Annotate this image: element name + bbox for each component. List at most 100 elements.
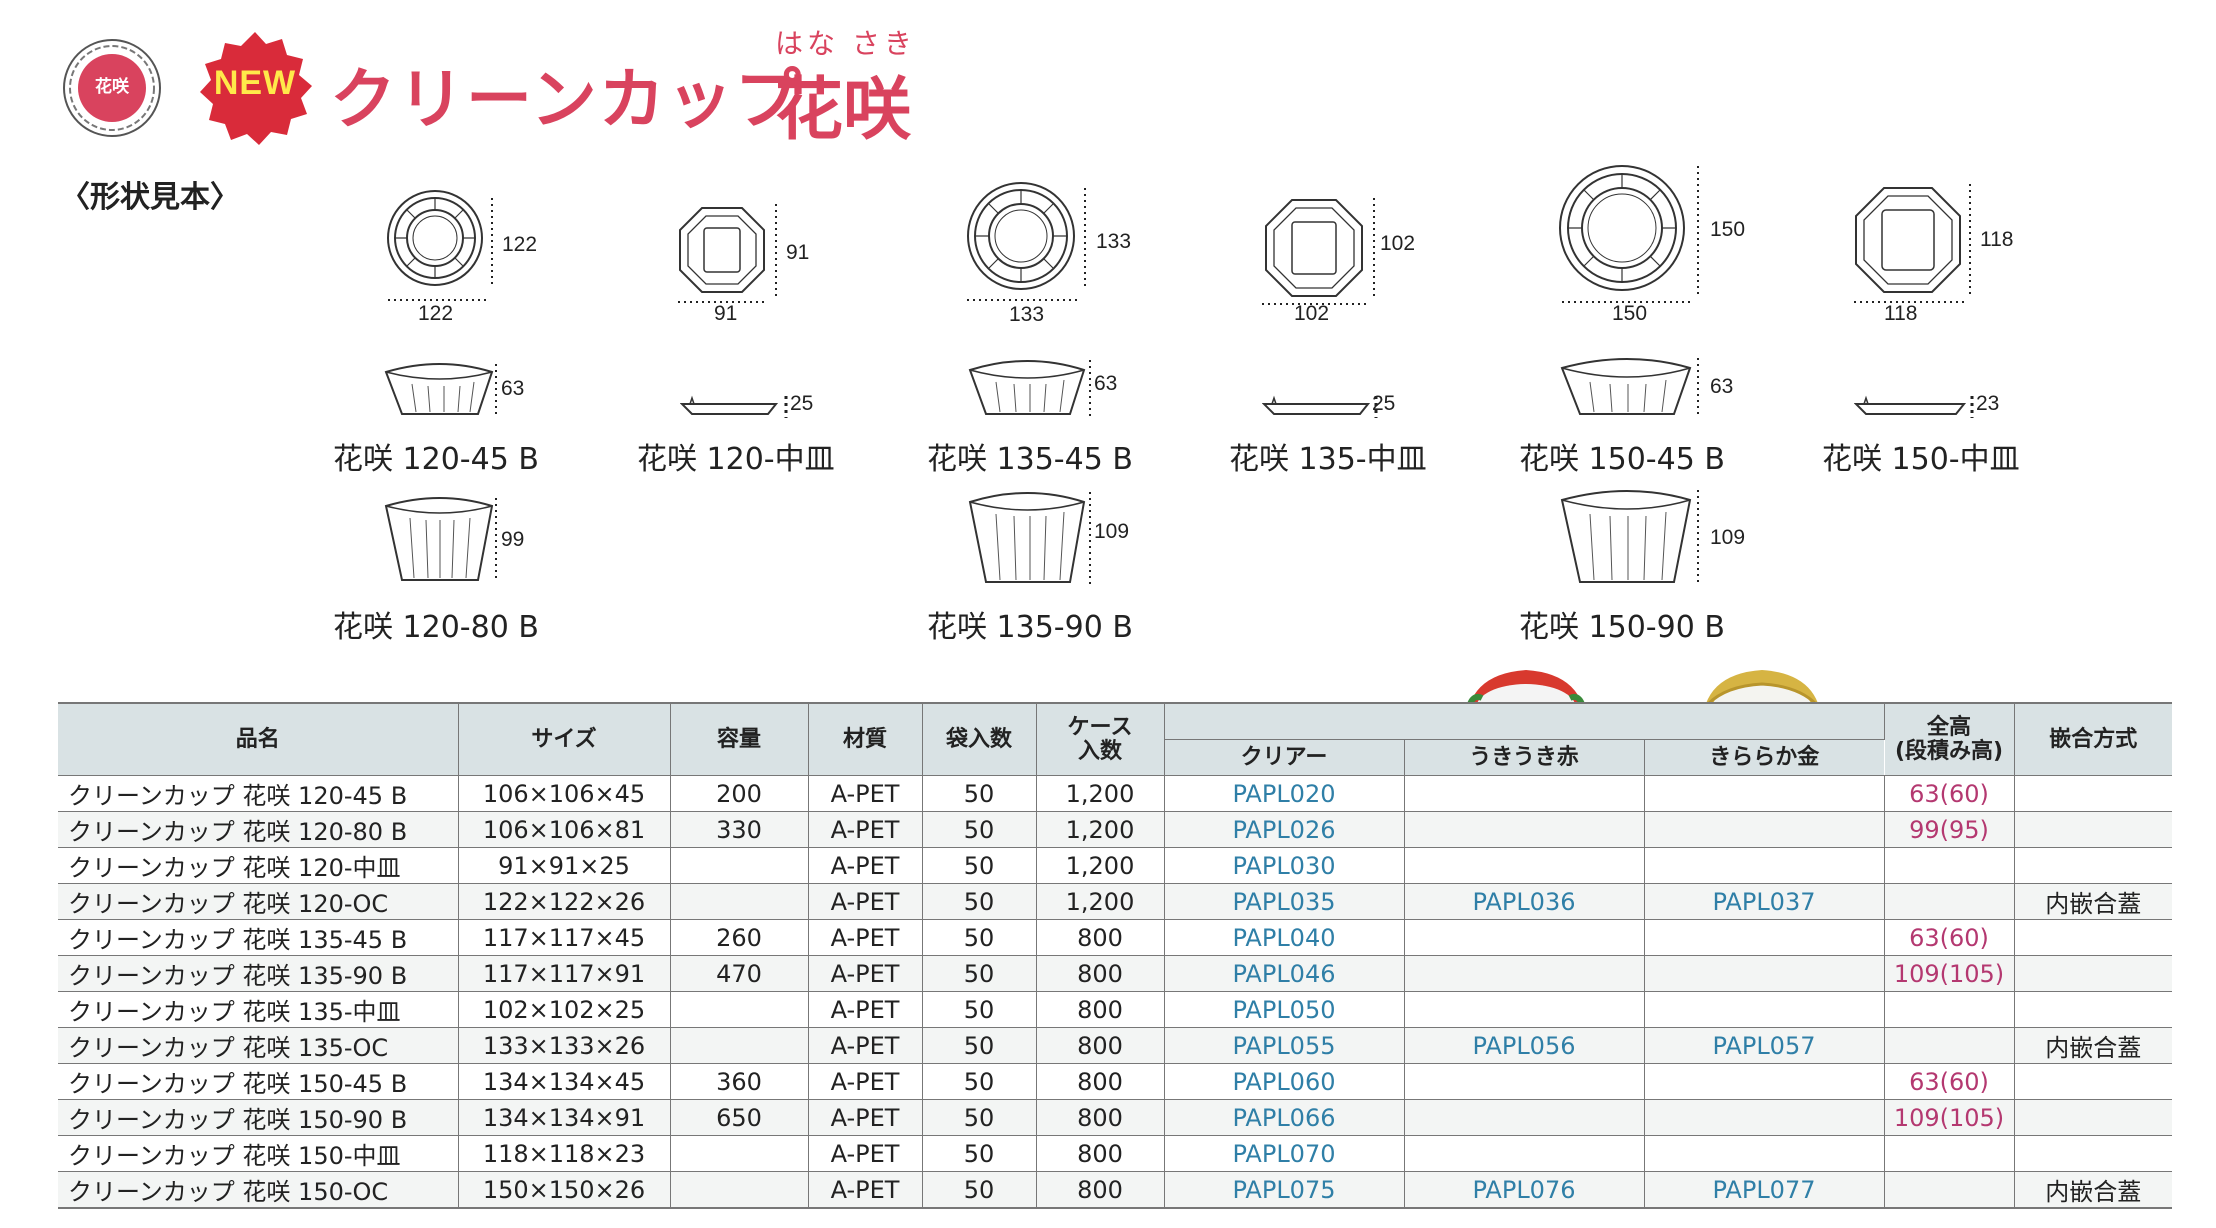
cell-case-qty: 800: [1036, 1171, 1165, 1209]
header-height: 全高 (段積み高): [1884, 703, 2015, 776]
cell-material: A-PET: [808, 955, 923, 992]
cell-material: A-PET: [808, 1099, 923, 1136]
cell-material: A-PET: [808, 991, 923, 1028]
cell-name: クリーンカップ 花咲 150-90 B: [58, 1099, 459, 1136]
top-view-135-plate-icon: [1262, 198, 1375, 305]
header-height-line1: 全高: [1926, 714, 1971, 740]
dim-side-120-plate: 25: [790, 392, 814, 415]
side-view-120-plate-icon: [680, 395, 788, 418]
cell-bag-qty: 50: [922, 811, 1037, 848]
top-view-120-icon: [387, 190, 493, 301]
cell-fit: 内嵌合蓋: [2014, 1027, 2172, 1064]
cell-fit: [2014, 847, 2172, 884]
cell-capacity: 360: [670, 1063, 809, 1100]
cell-size: 122×122×26: [458, 883, 671, 920]
cell-height: 63(60): [1884, 919, 2015, 956]
cell-code-clear: PAPL030: [1164, 847, 1405, 884]
cell-case-qty: 1,200: [1036, 811, 1165, 848]
cell-capacity: 650: [670, 1099, 809, 1136]
cell-fit: [2014, 955, 2172, 992]
cell-name: クリーンカップ 花咲 135-中皿: [58, 991, 459, 1028]
cell-case-qty: 800: [1036, 991, 1165, 1028]
cell-height: [1884, 883, 2015, 920]
page-subtitle: 花咲: [775, 71, 912, 150]
cell-bag-qty: 50: [922, 775, 1037, 812]
dim-height-120-plate: 91: [786, 241, 810, 264]
shape-name-135-45: 花咲 135-45 B: [927, 442, 1133, 477]
cell-code-gold: [1644, 1135, 1885, 1172]
dim-width-120: 122: [418, 302, 454, 325]
dim-side-135-45: 63: [1094, 372, 1118, 395]
cell-case-qty: 800: [1036, 919, 1165, 956]
cell-case-qty: 1,200: [1036, 847, 1165, 884]
cell-size: 106×106×45: [458, 775, 671, 812]
table-row: クリーンカップ 花咲 150-中皿 118×118×23 A-PET 50 800 PAP…: [58, 1135, 2172, 1172]
cell-case-qty: 800: [1036, 955, 1165, 992]
cell-code-gold: [1644, 811, 1885, 848]
cell-name: クリーンカップ 花咲 120-OC: [58, 883, 459, 920]
cell-size: 133×133×26: [458, 1027, 671, 1064]
table-row: クリーンカップ 花咲 135-90 B 117×117×91 470 A-PET 50 8…: [58, 955, 2172, 992]
cell-code-clear: PAPL075: [1164, 1171, 1405, 1209]
shape-name-150-45: 花咲 150-45 B: [1519, 442, 1725, 477]
cell-material: A-PET: [808, 847, 923, 884]
cell-capacity: [670, 1135, 809, 1172]
shape-name-135-plate: 花咲 135-中皿: [1229, 442, 1427, 477]
dim-side-135-plate: 25: [1372, 392, 1396, 415]
cell-height: [1884, 1135, 2015, 1172]
cell-code-red: [1404, 775, 1645, 812]
new-badge-icon: [200, 32, 312, 145]
cell-height: 109(105): [1884, 955, 2015, 992]
cell-capacity: 330: [670, 811, 809, 848]
cell-fit: [2014, 1135, 2172, 1172]
new-badge-label: NEW: [213, 64, 297, 102]
cell-code-clear: PAPL040: [1164, 919, 1405, 956]
cell-code-gold: [1644, 955, 1885, 992]
side-view-150-90-icon: [1560, 490, 1699, 584]
cell-name: クリーンカップ 花咲 150-OC: [58, 1171, 459, 1209]
cell-name: クリーンカップ 花咲 135-90 B: [58, 955, 459, 992]
table-row: クリーンカップ 花咲 120-中皿 91×91×25 A-PET 50 1,200 PAP…: [58, 847, 2172, 884]
cell-size: 134×134×91: [458, 1099, 671, 1136]
table-row: クリーンカップ 花咲 150-45 B 134×134×45 360 A-PET 50 8…: [58, 1063, 2172, 1100]
cell-fit: [2014, 775, 2172, 812]
header-size: サイズ: [458, 703, 671, 776]
cell-size: 117×117×91: [458, 955, 671, 992]
dim-width-135-plate: 102: [1294, 302, 1330, 325]
cell-capacity: 260: [670, 919, 809, 956]
cell-height: 109(105): [1884, 1099, 2015, 1136]
cell-code-clear: PAPL020: [1164, 775, 1405, 812]
cell-bag-qty: 50: [922, 1171, 1037, 1209]
top-view-150-plate-icon: [1854, 184, 1971, 303]
cell-code-clear: PAPL070: [1164, 1135, 1405, 1172]
header-red: うきうき赤: [1404, 739, 1645, 776]
cell-height: [1884, 1171, 2015, 1209]
cell-size: 102×102×25: [458, 991, 671, 1028]
cell-size: 150×150×26: [458, 1171, 671, 1209]
cell-code-gold: [1644, 1063, 1885, 1100]
cell-code-red: PAPL076: [1404, 1171, 1645, 1209]
cell-bag-qty: 50: [922, 1027, 1037, 1064]
cell-name: クリーンカップ 花咲 150-45 B: [58, 1063, 459, 1100]
dim-side-135-90: 109: [1094, 520, 1130, 543]
cell-material: A-PET: [808, 811, 923, 848]
side-view-150-plate-icon: [1854, 395, 1974, 418]
side-view-135-90-icon: [968, 492, 1091, 584]
cell-bag-qty: 50: [922, 1063, 1037, 1100]
cell-bag-qty: 50: [922, 955, 1037, 992]
seal-text: 花咲: [95, 77, 129, 97]
dim-width-120-plate: 91: [714, 302, 738, 325]
dim-height-135-plate: 102: [1380, 232, 1416, 255]
cell-capacity: [670, 883, 809, 920]
top-view-135-icon: [967, 182, 1086, 301]
table-row: クリーンカップ 花咲 150-OC 150×150×26 A-PET 50 800 PAP…: [58, 1171, 2172, 1209]
cell-capacity: [670, 1171, 809, 1209]
side-view-120-80-icon: [384, 497, 497, 582]
cell-bag-qty: 50: [922, 1099, 1037, 1136]
cell-height: 63(60): [1884, 1063, 2015, 1100]
cell-fit: 内嵌合蓋: [2014, 883, 2172, 920]
shape-name-150-90: 花咲 150-90 B: [1519, 610, 1725, 645]
cell-fit: 内嵌合蓋: [2014, 1171, 2172, 1209]
header-case-qty-line1: ケース: [1067, 714, 1133, 740]
table-row: クリーンカップ 花咲 120-OC 122×122×26 A-PET 50 1,200 P…: [58, 883, 2172, 920]
